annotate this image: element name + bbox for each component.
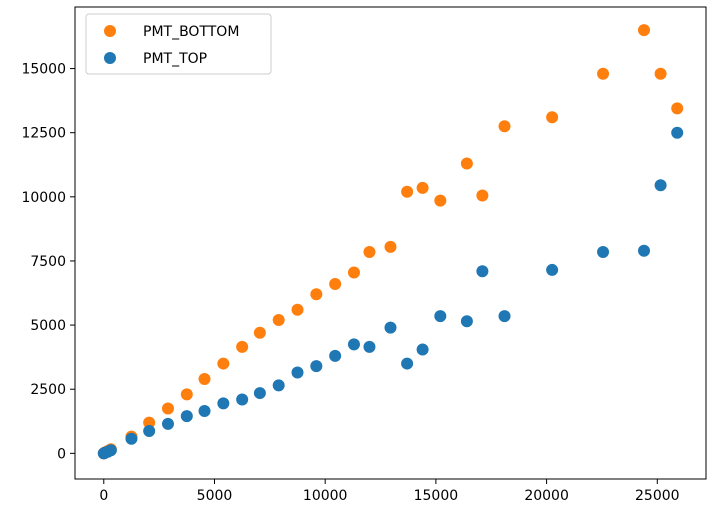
point-pmt-bottom (363, 245, 376, 258)
point-pmt-top (597, 245, 610, 258)
point-pmt-top (236, 393, 249, 406)
point-pmt-top (671, 126, 684, 139)
point-pmt-bottom (654, 67, 667, 80)
point-pmt-top (161, 417, 174, 430)
legend: PMT_BOTTOM PMT_TOP (85, 13, 272, 75)
point-pmt-bottom (161, 402, 174, 415)
plot-frame (74, 6, 707, 480)
point-pmt-bottom (291, 303, 304, 316)
x-axis: 0 5000 10000 15000 20000 25000 (99, 479, 680, 504)
point-pmt-top (180, 410, 193, 423)
point-pmt-top (434, 310, 447, 323)
point-pmt-top (143, 425, 156, 438)
point-pmt-top (198, 405, 211, 418)
y-tick-label: 0 (57, 446, 66, 462)
y-tick-label: 12500 (21, 126, 66, 142)
y-axis: 0 2500 5000 7500 10000 12500 15000 (21, 62, 75, 462)
point-pmt-bottom (498, 120, 511, 133)
point-pmt-bottom (272, 313, 285, 326)
point-pmt-bottom (476, 189, 489, 202)
point-pmt-top (460, 315, 473, 328)
point-pmt-top (476, 265, 489, 278)
y-tick-label: 15000 (21, 62, 66, 78)
x-tick-label: 15000 (414, 488, 459, 504)
point-pmt-top (347, 338, 360, 351)
x-tick-label: 5000 (197, 488, 233, 504)
point-pmt-bottom (253, 326, 266, 339)
point-pmt-top (329, 349, 342, 362)
point-pmt-top (638, 244, 651, 257)
point-pmt-bottom (416, 181, 429, 194)
plot-points (97, 24, 684, 460)
point-pmt-bottom (198, 372, 211, 385)
legend-box (85, 13, 272, 75)
point-pmt-bottom (143, 416, 156, 429)
point-pmt-bottom (434, 194, 447, 207)
x-tick-label: 25000 (635, 488, 680, 504)
y-tick-label: 10000 (21, 190, 66, 206)
point-pmt-bottom (310, 288, 323, 301)
point-pmt-bottom (597, 67, 610, 80)
y-tick-label: 7500 (30, 254, 66, 270)
point-pmt-bottom (401, 185, 414, 198)
point-pmt-bottom (460, 157, 473, 170)
point-pmt-bottom (236, 340, 249, 353)
point-pmt-top (384, 321, 397, 334)
y-tick-label: 5000 (30, 318, 66, 334)
point-pmt-bottom (384, 240, 397, 253)
point-pmt-top (291, 366, 304, 379)
point-pmt-bottom (638, 24, 651, 37)
legend-marker-pmt-bottom (104, 25, 116, 37)
x-tick-label: 0 (99, 488, 108, 504)
x-tick-label: 10000 (303, 488, 348, 504)
point-pmt-bottom (329, 278, 342, 291)
point-pmt-top (217, 397, 230, 410)
point-pmt-top (363, 340, 376, 353)
x-tick-label: 20000 (524, 488, 569, 504)
legend-marker-pmt-top (104, 52, 116, 64)
point-pmt-bottom (180, 388, 193, 401)
point-pmt-bottom (671, 102, 684, 115)
point-pmt-top (253, 387, 266, 400)
point-pmt-top (104, 444, 117, 457)
point-pmt-bottom (217, 357, 230, 370)
point-pmt-top (654, 179, 667, 192)
point-pmt-top (498, 310, 511, 323)
point-pmt-bottom (546, 111, 559, 124)
point-pmt-top (125, 432, 138, 445)
y-tick-label: 2500 (30, 382, 66, 398)
point-pmt-top (310, 360, 323, 373)
legend-label-pmt-bottom: PMT_BOTTOM (143, 24, 239, 40)
legend-label-pmt-top: PMT_TOP (143, 51, 207, 67)
point-pmt-top (416, 343, 429, 356)
point-pmt-top (401, 357, 414, 370)
point-pmt-top (546, 263, 559, 276)
point-pmt-top (272, 379, 285, 392)
point-pmt-bottom (347, 266, 360, 279)
